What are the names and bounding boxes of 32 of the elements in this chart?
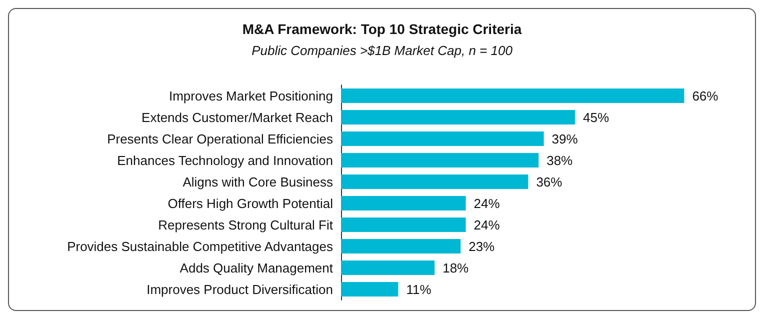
bar	[341, 152, 539, 168]
bar	[341, 217, 466, 232]
data-label: 24%	[474, 217, 500, 232]
data-label: 11%	[406, 282, 432, 297]
bar	[341, 110, 575, 125]
y-tick-label: Improves Market Positioning	[168, 88, 333, 104]
data-label: 23%	[468, 238, 496, 254]
y-tick-label: Represents Strong Cultural Fit	[158, 217, 334, 232]
y-tick-label: Enhances Technology and Innovation	[117, 152, 333, 168]
y-tick-label: Improves Product Diversification	[146, 282, 333, 297]
bar	[341, 260, 435, 276]
chart-title: M&A Framework: Top 10 Strategic Criteria	[242, 21, 522, 37]
y-tick-label: Aligns with Core Business	[182, 174, 334, 190]
data-label: 45%	[583, 110, 610, 125]
y-tick-label: Presents Clear Operational Efficiencies	[107, 131, 334, 146]
bar	[341, 174, 528, 190]
y-tick-label: Provides Sustainable Competitive Advantages	[67, 238, 334, 254]
data-label: 39%	[552, 131, 578, 146]
bar	[341, 196, 466, 211]
y-tick-label: Adds Quality Management	[180, 260, 334, 276]
bar	[341, 282, 398, 297]
data-label: 66%	[692, 88, 719, 104]
y-tick-label: Extends Customer/Market Reach	[142, 110, 333, 125]
bar	[341, 131, 544, 146]
data-label: 38%	[546, 152, 574, 168]
data-label: 18%	[442, 260, 470, 276]
data-label: 24%	[474, 196, 500, 211]
bar	[341, 238, 461, 254]
bar	[341, 88, 684, 104]
chart-subtitle: Public Companies >$1B Market Cap, n = 100	[252, 43, 514, 58]
y-tick-label: Offers High Growth Potential	[168, 196, 334, 211]
data-label: 36%	[536, 174, 563, 190]
